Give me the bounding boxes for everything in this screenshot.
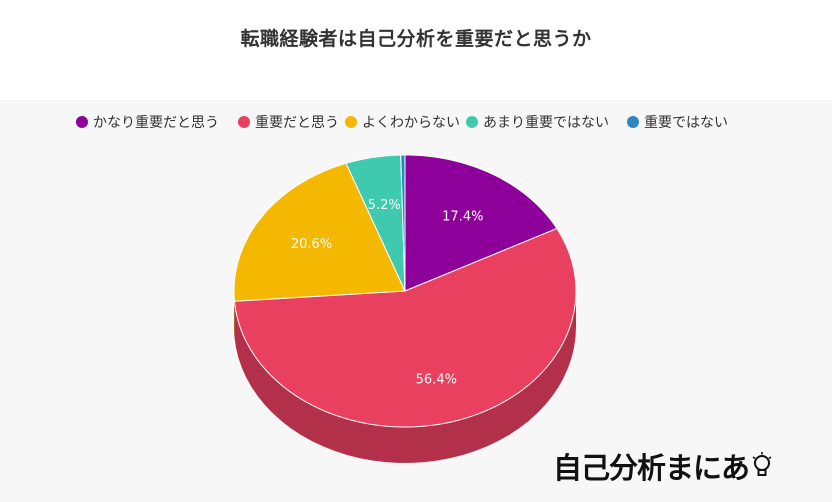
pie-top-layer bbox=[233, 154, 577, 428]
legend: かなり重要だと思う 重要だと思う よくわからない あまり重要ではない 重要ではな… bbox=[76, 110, 734, 134]
legend-swatch bbox=[627, 116, 639, 128]
pie-side-1 bbox=[234, 291, 577, 463]
legend-swatch bbox=[238, 116, 250, 128]
legend-label: 重要ではない bbox=[644, 115, 728, 131]
lightbulb-icon bbox=[752, 452, 772, 476]
title-band bbox=[0, 0, 832, 100]
slice-value-label-1: 56.4% bbox=[416, 373, 457, 388]
chart-title: 転職経験者は自己分析を重要だと思うか bbox=[240, 28, 592, 50]
pie-slice-2[interactable] bbox=[233, 162, 406, 302]
pie-slice-3[interactable] bbox=[345, 154, 406, 292]
legend-label: かなり重要だと思う bbox=[93, 115, 219, 131]
legend-label: あまり重要ではない bbox=[483, 115, 609, 131]
pie-label-layer: 17.4% 56.4% 20.6% 5.2% bbox=[291, 198, 484, 388]
slice-value-label-0: 17.4% bbox=[442, 210, 483, 225]
legend-item-not-sure[interactable]: よくわからない bbox=[345, 112, 460, 132]
slice-value-label-3: 5.2% bbox=[368, 198, 401, 213]
legend-label: よくわからない bbox=[362, 115, 460, 131]
pie-slice-4[interactable] bbox=[400, 154, 406, 292]
legend-swatch bbox=[345, 116, 357, 128]
logo-text: 自己分析まにあ bbox=[553, 451, 750, 485]
legend-item-important[interactable]: 重要だと思う bbox=[238, 112, 339, 132]
legend-swatch bbox=[466, 116, 478, 128]
legend-item-not-important[interactable]: 重要ではない bbox=[627, 112, 728, 132]
legend-swatch bbox=[76, 116, 88, 128]
pie-slice-0[interactable] bbox=[404, 154, 558, 292]
legend-label: 重要だと思う bbox=[255, 115, 339, 131]
legend-item-not-very-important[interactable]: あまり重要ではない bbox=[466, 112, 621, 132]
site-logo: 自己分析まにあ bbox=[553, 446, 773, 486]
legend-item-very-important[interactable]: かなり重要だと思う bbox=[76, 112, 232, 132]
pie-slice-1[interactable] bbox=[233, 227, 577, 428]
slice-value-label-2: 20.6% bbox=[291, 237, 332, 252]
